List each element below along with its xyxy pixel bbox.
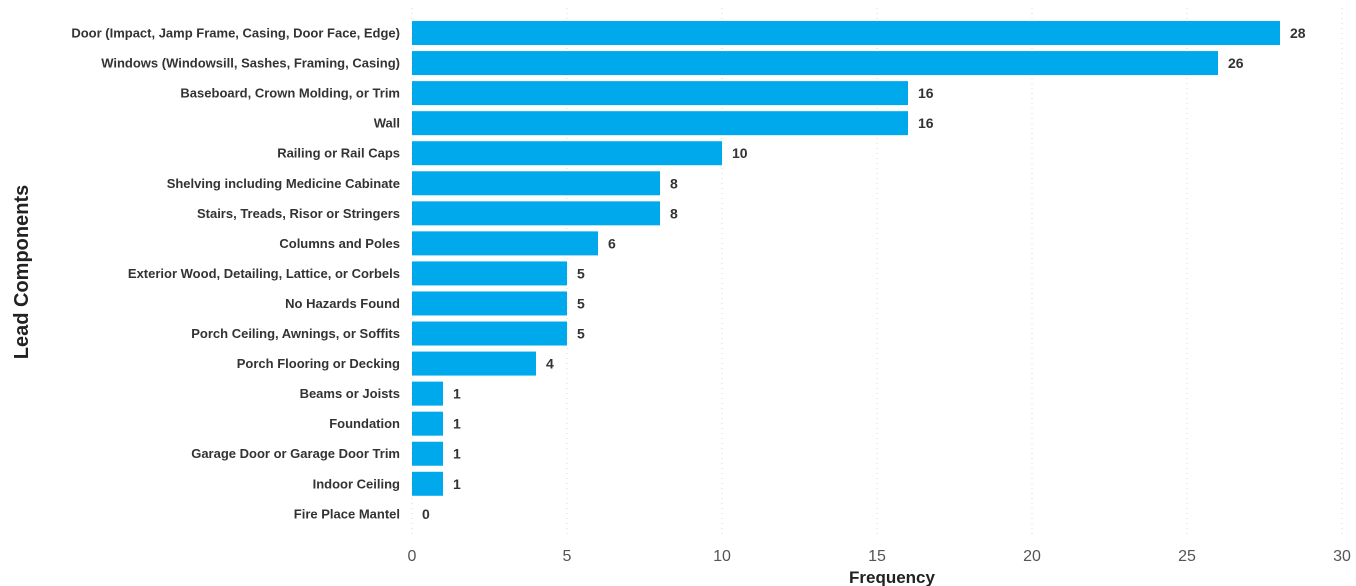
category-label: Beams or Joists xyxy=(300,386,400,401)
category-label: Wall xyxy=(374,116,400,131)
category-label: Railing or Rail Caps xyxy=(277,146,400,161)
category-label: Stairs, Treads, Risor or Stringers xyxy=(197,206,400,221)
bar xyxy=(412,351,536,376)
value-label: 4 xyxy=(546,356,554,372)
x-tick-label: 5 xyxy=(563,548,572,565)
value-label: 5 xyxy=(577,326,585,342)
value-label: 8 xyxy=(670,205,678,221)
category-label: Exterior Wood, Detailing, Lattice, or Co… xyxy=(128,266,400,281)
category-label: Shelving including Medicine Cabinate xyxy=(167,176,400,191)
bars xyxy=(412,21,1280,496)
bar xyxy=(412,51,1218,76)
bar xyxy=(412,471,443,496)
value-label: 1 xyxy=(453,476,461,492)
value-label: 1 xyxy=(453,386,461,402)
x-tick-label: 25 xyxy=(1178,548,1196,565)
value-label: 28 xyxy=(1290,25,1306,41)
x-tick-label: 15 xyxy=(868,548,886,565)
bar xyxy=(412,321,567,346)
x-tick-label: 20 xyxy=(1023,548,1041,565)
value-label: 5 xyxy=(577,295,585,311)
value-label: 6 xyxy=(608,235,616,251)
category-label: Porch Ceiling, Awnings, or Soffits xyxy=(191,326,400,341)
bar xyxy=(412,261,567,286)
x-axis-ticks: 0 5 10 15 20 25 30 xyxy=(408,548,1351,565)
bar xyxy=(412,201,660,226)
category-label: Porch Flooring or Decking xyxy=(237,356,400,371)
bar xyxy=(412,291,567,316)
value-label: 10 xyxy=(732,145,748,161)
category-label: Garage Door or Garage Door Trim xyxy=(191,446,400,461)
category-label: Door (Impact, Jamp Frame, Casing, Door F… xyxy=(71,26,400,41)
value-label: 8 xyxy=(670,175,678,191)
value-label: 26 xyxy=(1228,55,1244,71)
category-label: Fire Place Mantel xyxy=(294,506,400,521)
category-label: Indoor Ceiling xyxy=(313,476,400,491)
value-label: 0 xyxy=(422,506,430,522)
y-axis-title: Lead Components xyxy=(11,185,33,359)
value-label: 16 xyxy=(918,85,934,101)
bar xyxy=(412,141,722,166)
category-label: Windows (Windowsill, Sashes, Framing, Ca… xyxy=(101,56,400,71)
category-label: Baseboard, Crown Molding, or Trim xyxy=(180,86,400,101)
value-label: 1 xyxy=(453,416,461,432)
x-tick-label: 10 xyxy=(713,548,731,565)
category-label: Columns and Poles xyxy=(279,236,400,251)
bar xyxy=(412,381,443,406)
x-tick-label: 30 xyxy=(1333,548,1351,565)
value-label: 16 xyxy=(918,115,934,131)
x-tick-label: 0 xyxy=(408,548,417,565)
category-labels: Door (Impact, Jamp Frame, Casing, Door F… xyxy=(71,26,400,522)
bar xyxy=(412,21,1280,46)
bar xyxy=(412,171,660,196)
value-label: 5 xyxy=(577,265,585,281)
bar xyxy=(412,231,598,256)
bar xyxy=(412,111,908,136)
value-label: 1 xyxy=(453,446,461,462)
category-label: Foundation xyxy=(329,416,400,431)
bar xyxy=(412,81,908,106)
bar xyxy=(412,441,443,466)
bar xyxy=(412,411,443,436)
category-label: No Hazards Found xyxy=(285,296,400,311)
x-axis-title: Frequency xyxy=(849,568,936,586)
